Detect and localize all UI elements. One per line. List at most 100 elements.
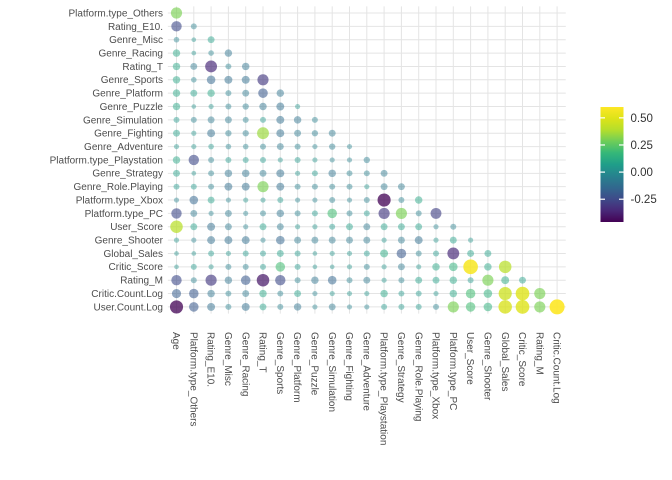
correlation-dot <box>225 143 232 150</box>
correlation-dot <box>224 236 233 245</box>
correlation-dot <box>173 36 180 43</box>
correlation-dot <box>311 276 319 284</box>
correlation-dot <box>191 130 197 136</box>
correlation-dot <box>381 277 387 283</box>
legend-tick-label: 0.00 <box>631 167 653 179</box>
y-axis-tick-label: Rating_T <box>122 62 163 73</box>
correlation-dot <box>241 169 250 178</box>
correlation-dot <box>224 116 232 124</box>
correlation-dot <box>482 274 494 286</box>
x-axis-tick-label: Critic.Count.Log <box>551 332 562 404</box>
correlation-dot <box>173 183 180 190</box>
correlation-dot <box>241 75 250 84</box>
correlation-dot <box>276 89 285 97</box>
correlation-dot <box>257 127 269 140</box>
correlation-dot <box>295 170 301 176</box>
correlation-dot <box>467 277 474 284</box>
correlation-dot <box>173 237 180 243</box>
correlation-dot <box>275 275 286 286</box>
correlation-dot <box>293 303 302 311</box>
correlation-dot <box>346 157 353 163</box>
correlation-dot <box>498 300 512 314</box>
correlation-dot <box>207 116 215 124</box>
correlation-dot <box>208 250 215 257</box>
legend-tick-label: 0.50 <box>631 113 653 125</box>
correlation-dot <box>190 223 198 231</box>
correlation-dot <box>346 250 353 257</box>
correlation-dot <box>484 250 492 257</box>
correlation-dot <box>171 21 182 32</box>
correlation-dot <box>260 250 266 257</box>
y-axis-tick-label: User_Score <box>110 222 163 233</box>
correlation-dot <box>224 169 233 178</box>
correlation-dot <box>363 276 371 284</box>
correlation-dot <box>380 169 388 177</box>
x-axis-tick-label: Platform.type_Others <box>187 332 198 426</box>
correlation-dot <box>346 277 353 284</box>
correlation-dot <box>498 286 512 301</box>
correlation-dot <box>515 286 530 301</box>
correlation-dot <box>311 236 319 244</box>
y-axis-tick-label: Genre_Simulation <box>83 115 163 126</box>
correlation-dot <box>468 237 474 243</box>
correlation-dot <box>243 197 249 203</box>
correlation-dot <box>276 235 285 245</box>
correlation-dot <box>346 264 353 270</box>
x-axis-tick-label: Platform.type_Xbox <box>430 332 441 419</box>
correlation-dot <box>312 264 318 270</box>
correlation-dot <box>208 103 214 110</box>
correlation-dot <box>276 129 285 138</box>
y-axis-tick-label: Rating_E10. <box>108 22 163 33</box>
correlation-dot <box>208 156 215 163</box>
correlation-dot <box>191 237 197 243</box>
correlation-dot <box>312 197 318 203</box>
correlation-dot <box>498 260 512 274</box>
correlation-dot <box>224 223 232 231</box>
correlation-dot <box>549 299 565 315</box>
correlation-dot <box>396 248 407 259</box>
correlation-dot <box>243 224 249 230</box>
correlation-dot <box>467 250 475 257</box>
legend-tick-label: -0.25 <box>631 194 657 206</box>
correlation-dot <box>277 197 284 204</box>
correlation-dot <box>329 197 336 204</box>
correlation-dot <box>191 104 197 109</box>
correlation-dot <box>433 250 439 257</box>
correlation-dot <box>377 193 391 207</box>
y-axis-tick-label: Critic_Score <box>109 262 164 273</box>
correlation-dot <box>515 300 530 314</box>
x-axis-tick-label: Critic_Score <box>516 332 527 387</box>
correlation-dot <box>294 250 301 257</box>
correlation-dot <box>260 143 266 150</box>
x-axis-tick-label: Platform.type_Playstation <box>378 332 389 445</box>
correlation-dot <box>191 170 197 176</box>
correlation-dot <box>364 304 370 310</box>
correlation-dot <box>294 156 301 163</box>
correlation-dot <box>380 289 388 298</box>
correlation-dot <box>277 290 284 297</box>
correlation-dot <box>433 303 439 310</box>
correlation-dot <box>170 220 183 234</box>
correlation-dot <box>311 170 318 177</box>
correlation-dot <box>205 274 217 286</box>
correlation-dot <box>294 183 301 190</box>
correlation-dot <box>381 264 387 270</box>
correlation-dot <box>295 224 301 230</box>
correlation-dot <box>242 290 250 298</box>
correlation-dot <box>463 259 478 275</box>
correlation-dot <box>430 207 442 219</box>
correlation-dot <box>260 156 266 163</box>
correlation-dot <box>432 276 440 284</box>
x-axis-tick-label: Rating_M <box>533 332 544 375</box>
correlation-dot <box>191 37 197 43</box>
correlation-dot <box>207 236 216 245</box>
correlation-dot <box>208 143 214 150</box>
correlation-dot <box>346 144 353 150</box>
correlation-dot <box>260 237 266 243</box>
correlation-dot <box>205 60 218 73</box>
correlation-dot <box>312 304 318 310</box>
correlation-dot <box>208 50 214 56</box>
correlation-dot <box>242 116 249 123</box>
correlation-dot <box>225 156 232 163</box>
correlation-dot <box>241 236 250 245</box>
